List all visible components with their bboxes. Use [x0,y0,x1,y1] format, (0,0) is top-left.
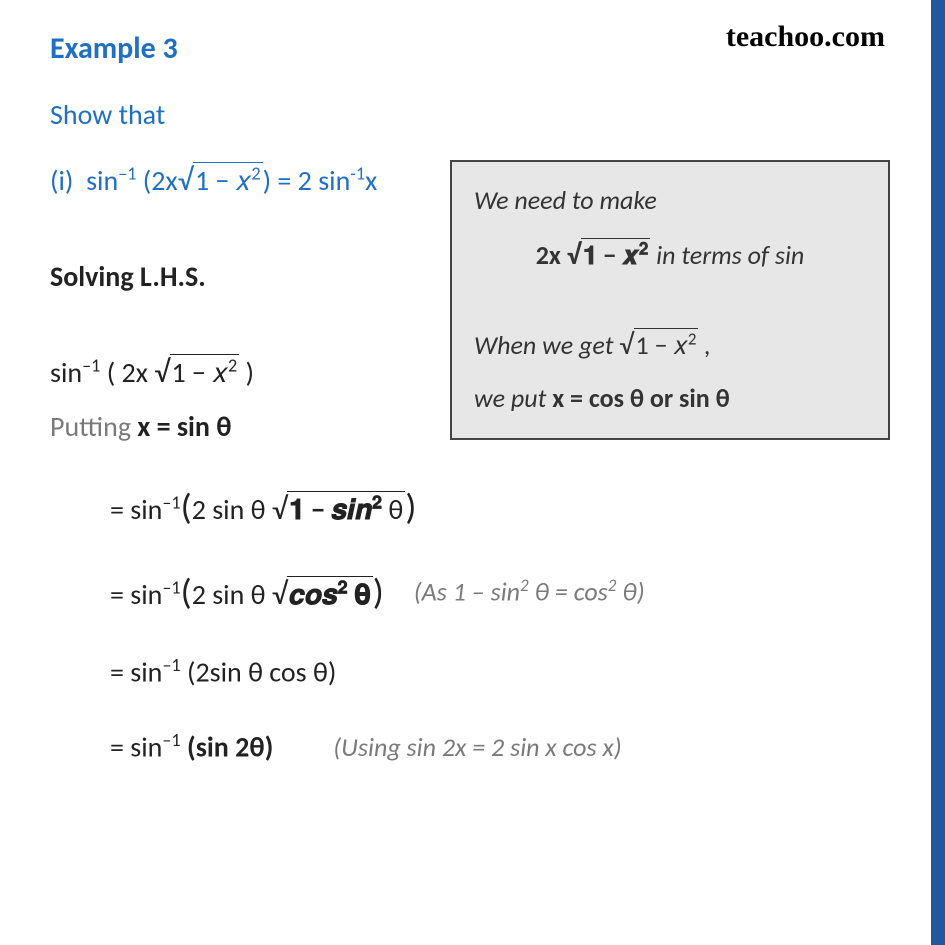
aside2-sup1: 2 [520,575,529,596]
step1-sqrt-sup: 𝟐 [372,492,382,514]
hint-l3-sqrt: 1 − 𝑥 [636,329,688,361]
step2-sqrt-sup: 𝟐 [338,577,348,599]
step4-bold: (sin 2θ) [187,730,273,765]
right-accent-bar [931,0,945,945]
problem-lhs-open: (2x [136,163,177,198]
hint-line1: We need to make [474,180,866,222]
problem-sqrt-sup: 2 [251,163,260,185]
step1-sqrt-tail: θ [382,492,403,527]
start-open: ( 2x [100,355,154,390]
step1-fn: = sin [110,492,162,527]
step2-sqrt-tail: 𝛉 [348,577,371,612]
sqrt-icon: √𝟏 − 𝒔𝒊𝒏𝟐 θ [272,491,405,528]
sqrt-icon: √𝒄𝒐𝒔𝟐 𝛉 [272,576,373,613]
start-fn: sin [50,355,82,390]
step-4: = sin–1 (sin 2θ) (Using sin 2x = 2 sin x… [110,729,905,764]
problem-lhs-sup: –1 [118,163,136,185]
step2-fn: = sin [110,577,162,612]
brand-watermark: teachoo.com [726,20,885,54]
step-3: = sin–1 (2sin θ cos θ) [110,654,905,689]
hint-l2-suffix: in terms of sin [650,239,804,271]
step-1: = sin–1(2 sin θ √𝟏 − 𝒔𝒊𝒏𝟐 θ) [110,484,905,529]
sqrt-icon: √𝟏 − 𝒙𝟐 [567,232,651,278]
step3-body: (2sin θ cos θ) [181,654,337,689]
sqrt-icon: √1 − 𝑥2 [154,354,239,391]
big-paren-close: ) [405,484,416,529]
step2-expr: = sin–1(2 sin θ √𝒄𝒐𝒔𝟐 𝛉) [110,569,384,614]
problem-eq: = 2 sin [271,163,350,198]
step1-open: 2 sin θ [192,492,272,527]
hint-l3-suffix: , [698,329,710,361]
step-2: = sin–1(2 sin θ √𝒄𝒐𝒔𝟐 𝛉) (As 1 – sin2 θ … [110,569,905,614]
start-close: ) [239,355,254,390]
step4-sup: –1 [162,729,180,751]
hint-l4-bold: x = cos θ or sin θ [552,382,730,414]
hint-line2: 2x √𝟏 − 𝒙𝟐 in terms of sin [474,232,866,278]
hint-l3-prefix: When we get [474,329,619,361]
step4-expr: = sin–1 (sin 2θ) [110,729,273,764]
hint-l3-sup: 2 [688,329,697,350]
aside2-mid: θ = cos [529,576,608,608]
problem-rhs-sup: -1 [350,163,365,185]
step4-aside: (Using sin 2x = 2 sin x cos x) [333,731,621,763]
show-that-label: Show that [50,97,905,132]
step2-open: 2 sin θ [192,577,272,612]
aside2-suffix: θ) [616,576,644,608]
aside2-prefix: (As 1 – sin [414,576,520,608]
big-paren-open: ( [181,484,192,529]
sqrt-icon: √1 − 𝑥2 [619,322,698,368]
problem-index: (i) [50,163,73,198]
hint-l2-sqrt: 𝟏 − 𝒙 [583,239,639,271]
problem-rhs-tail: x [365,163,377,198]
start-sqrt-sup: 2 [228,355,237,377]
hint-line4: we put x = cos θ or sin θ [474,378,866,420]
step2-sup: –1 [162,577,180,599]
step3-sup: –1 [162,654,180,676]
hint-l2-sup: 𝟐 [639,238,648,259]
hint-line3: When we get √1 − 𝑥2 , [474,322,866,368]
step1-sup: –1 [162,492,180,514]
putting-bold: x = sin θ [137,409,231,444]
big-paren-open: ( [181,569,192,614]
problem-lhs-fn: sin [86,163,118,198]
sqrt-icon: √1 − 𝑥2 [178,162,263,199]
step2-sqrt: 𝒄𝒐𝒔 [289,577,337,612]
hint-l2-prefix: 2x [536,239,567,271]
problem-sqrt-body: 1 − 𝑥 [195,163,251,198]
big-paren-close: ) [373,569,384,614]
step2-aside: (As 1 – sin2 θ = cos2 θ) [414,575,645,608]
start-sup: –1 [82,355,100,377]
hint-box: We need to make 2x √𝟏 − 𝒙𝟐 in terms of s… [450,160,890,440]
step3-fn: = sin [110,654,162,689]
putting-prefix: Putting [50,409,137,444]
problem-lhs-close: ) [263,163,272,198]
start-sqrt: 1 − 𝑥 [172,355,228,390]
step4-fn: = sin [110,730,162,765]
step1-sqrt: 𝟏 − 𝒔𝒊𝒏 [289,492,372,527]
hint-l4-prefix: we put [474,382,552,414]
